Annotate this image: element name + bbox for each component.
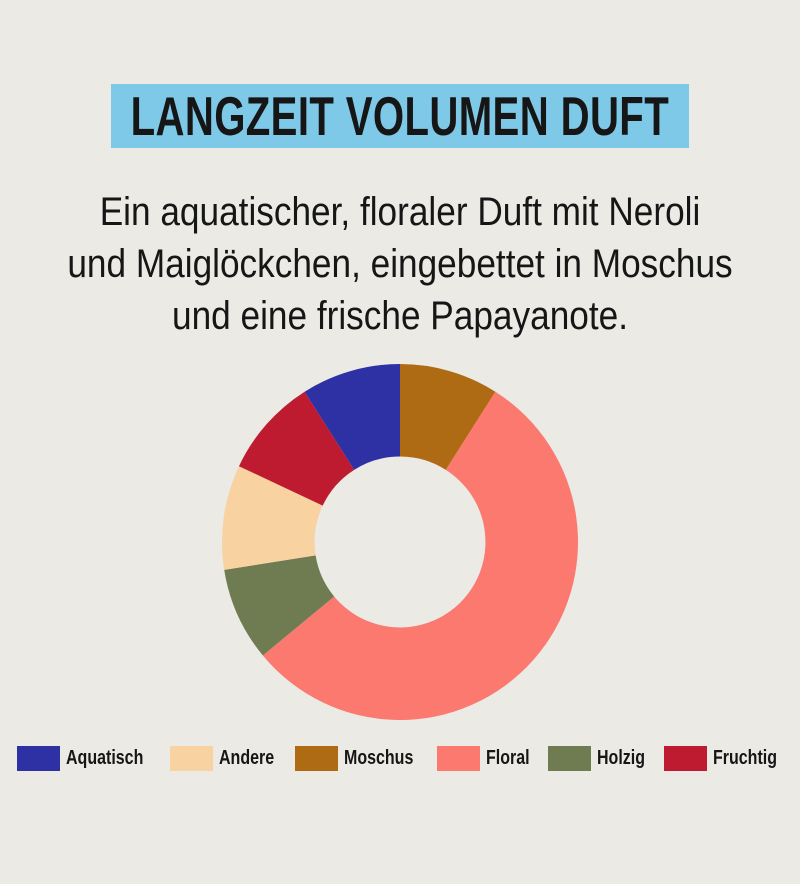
donut-segment-andere (221, 466, 323, 570)
donut-chart (221, 364, 579, 721)
legend-swatch (663, 746, 707, 771)
legend-item-floral: Floral (437, 746, 530, 771)
legend-item-andere: Andere (169, 746, 278, 771)
donut-segment-holzig (224, 555, 335, 656)
description-line-3: und eine frische Papayanote. (172, 294, 628, 338)
legend-swatch (437, 746, 481, 771)
legend-label: Fruchtig (712, 747, 777, 769)
description-line-1: Ein aquatischer, floraler Duft mit Nerol… (99, 190, 701, 234)
legend-label: Holzig (596, 747, 645, 769)
page-title: LANGZEIT VOLUMEN DUFT (130, 85, 670, 147)
legend-swatch (547, 746, 591, 771)
donut-segment-moschus (400, 364, 496, 470)
legend-swatch (294, 746, 338, 771)
infographic-page: LANGZEIT VOLUMEN DUFT Ein aquatischer, f… (0, 84, 800, 884)
donut-segment-fruchtig (238, 391, 355, 506)
legend-item-holzig: Holzig (547, 746, 647, 771)
chart-legend: Aquatisch Andere Moschus Floral Holzig Frucht… (0, 746, 800, 771)
legend-label: Moschus (343, 747, 414, 769)
title-banner: LANGZEIT VOLUMEN DUFT (111, 84, 689, 148)
description-block: Ein aquatischer, floraler Duft mit Nerol… (0, 186, 800, 342)
legend-label: Floral (486, 747, 530, 769)
legend-swatch (169, 746, 213, 771)
legend-swatch (17, 746, 61, 771)
description-line-2: und Maiglöckchen, eingebettet in Moschus (67, 242, 733, 286)
legend-item-moschus: Moschus (294, 746, 421, 771)
legend-label: Andere (218, 747, 274, 769)
legend-item-fruchtig: Fruchtig (663, 746, 783, 771)
donut-segment-aquatisch (304, 364, 400, 470)
legend-label: Aquatisch (66, 747, 144, 769)
legend-item-aquatisch: Aquatisch (17, 746, 153, 771)
donut-segment-floral (262, 391, 579, 721)
